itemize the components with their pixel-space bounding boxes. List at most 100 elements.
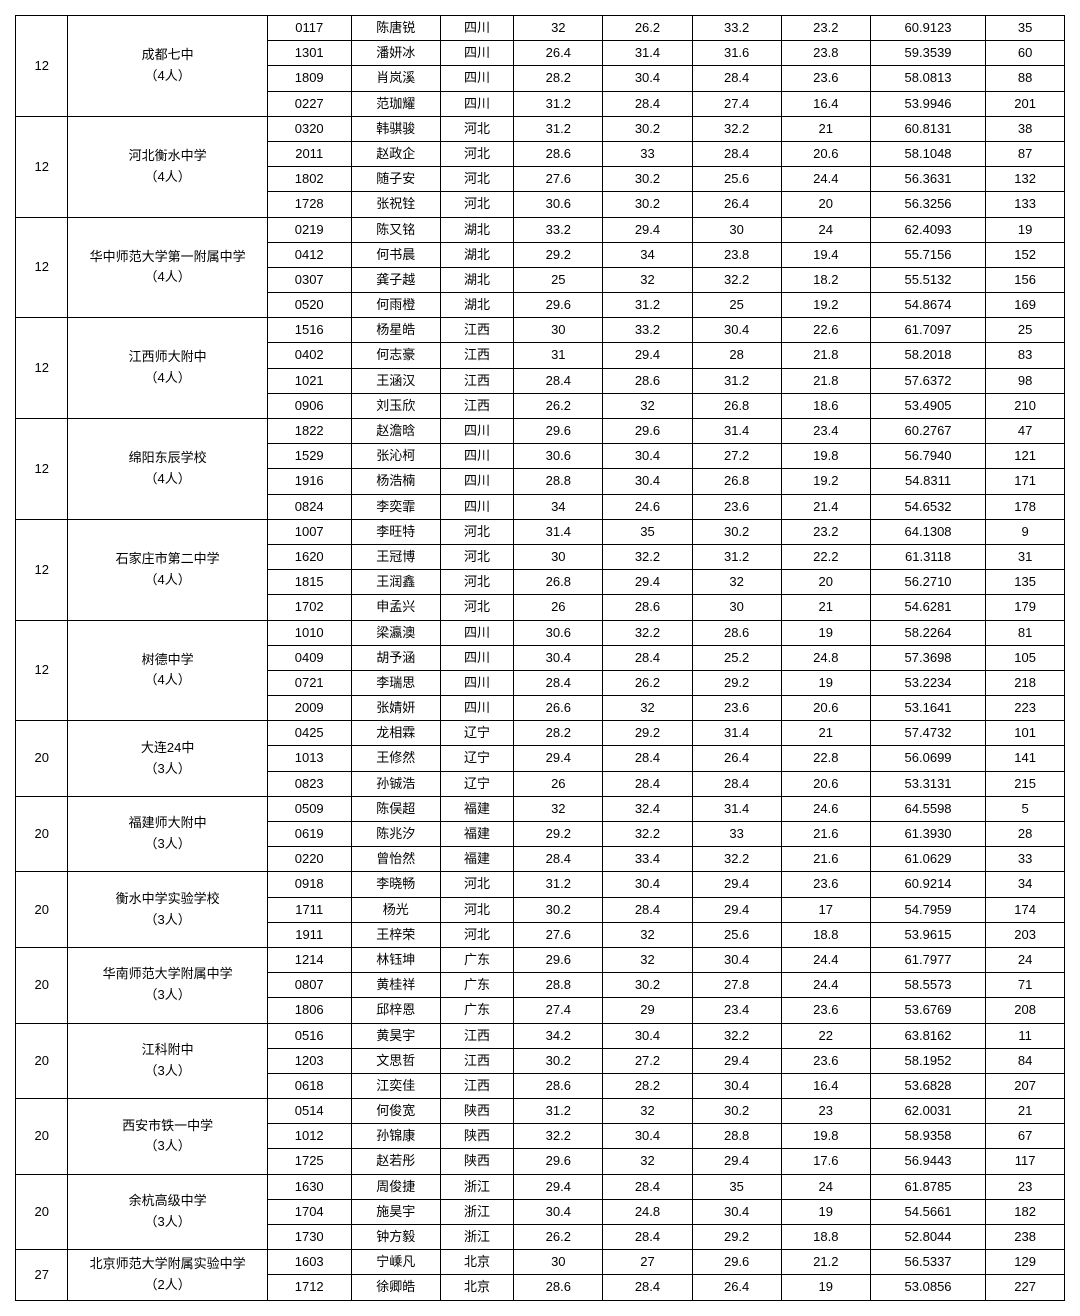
cell-s3: 31.2 [692,368,781,393]
cell-id: 0619 [267,822,351,847]
cell-prov: 河北 [440,116,513,141]
cell-s4: 16.4 [781,1073,870,1098]
cell-name: 林钰坤 [351,947,440,972]
cell-s3: 33 [692,822,781,847]
table-row: 12石家庄市第二中学（4人）1007李旺特河北31.43530.223.264.… [16,519,1065,544]
cell-s3: 29.4 [692,897,781,922]
cell-s2: 30.4 [603,444,692,469]
cell-s3: 26.4 [692,746,781,771]
cell-prov: 河北 [440,519,513,544]
cell-s1: 30 [514,544,603,569]
table-row: 20大连24中（3人）0425龙相霖辽宁28.229.231.42157.473… [16,721,1065,746]
cell-total: 53.6828 [870,1073,985,1098]
cell-name: 徐卿皓 [351,1275,440,1300]
cell-place: 11 [986,1023,1065,1048]
table-row: 12绵阳东辰学校（4人）1822赵澹晗四川29.629.631.423.460.… [16,419,1065,444]
school-count: （4人） [70,670,264,691]
cell-total: 58.2018 [870,343,985,368]
rank-cell: 20 [16,872,68,948]
cell-s3: 30.4 [692,947,781,972]
cell-name: 赵若彤 [351,1149,440,1174]
cell-s2: 29.4 [603,217,692,242]
table-row: 20西安市铁一中学（3人）0514何俊宽陕西31.23230.22362.003… [16,1099,1065,1124]
cell-id: 1802 [267,167,351,192]
cell-s2: 28.4 [603,771,692,796]
cell-s4: 18.6 [781,393,870,418]
cell-place: 21 [986,1099,1065,1124]
cell-s1: 30.4 [514,645,603,670]
cell-s3: 26.4 [692,192,781,217]
cell-s4: 23.6 [781,1048,870,1073]
cell-name: 赵澹晗 [351,419,440,444]
cell-s1: 32 [514,796,603,821]
cell-id: 0402 [267,343,351,368]
cell-id: 1516 [267,318,351,343]
cell-s3: 27.2 [692,444,781,469]
cell-s3: 29.6 [692,1250,781,1275]
cell-id: 1010 [267,620,351,645]
cell-s3: 25.6 [692,922,781,947]
cell-place: 210 [986,393,1065,418]
cell-prov: 四川 [440,41,513,66]
cell-prov: 浙江 [440,1174,513,1199]
cell-id: 0412 [267,242,351,267]
cell-id: 1704 [267,1199,351,1224]
cell-place: 227 [986,1275,1065,1300]
rank-cell: 12 [16,519,68,620]
cell-name: 梁瀛澳 [351,620,440,645]
cell-s2: 32 [603,696,692,721]
cell-s4: 23 [781,1099,870,1124]
cell-s3: 28.4 [692,66,781,91]
cell-total: 53.6769 [870,998,985,1023]
cell-s2: 28.4 [603,1275,692,1300]
cell-s4: 21 [781,116,870,141]
cell-id: 0520 [267,293,351,318]
cell-place: 9 [986,519,1065,544]
table-row: 20华南师范大学附属中学（3人）1214林钰坤广东29.63230.424.46… [16,947,1065,972]
cell-s1: 29.2 [514,822,603,847]
cell-s4: 20.6 [781,141,870,166]
cell-prov: 江西 [440,393,513,418]
cell-place: 133 [986,192,1065,217]
cell-s4: 19 [781,1199,870,1224]
cell-s2: 28.4 [603,91,692,116]
cell-place: 135 [986,570,1065,595]
cell-prov: 广东 [440,947,513,972]
school-count: （4人） [70,469,264,490]
cell-id: 0516 [267,1023,351,1048]
cell-s3: 27.4 [692,91,781,116]
rank-cell: 12 [16,419,68,520]
cell-prov: 四川 [440,419,513,444]
cell-s1: 34 [514,494,603,519]
table-row: 12河北衡水中学（4人）0320韩骐骏河北31.230.232.22160.81… [16,116,1065,141]
cell-place: 152 [986,242,1065,267]
school-name: 华南师范大学附属中学 [70,964,264,985]
cell-prov: 陕西 [440,1149,513,1174]
cell-total: 56.3256 [870,192,985,217]
cell-s1: 31.2 [514,1099,603,1124]
cell-total: 58.1952 [870,1048,985,1073]
cell-s1: 27.4 [514,998,603,1023]
cell-id: 1203 [267,1048,351,1073]
cell-s2: 29 [603,998,692,1023]
cell-total: 53.2234 [870,670,985,695]
cell-name: 何俊宽 [351,1099,440,1124]
cell-s1: 26.2 [514,1225,603,1250]
cell-s1: 30 [514,318,603,343]
cell-place: 34 [986,872,1065,897]
cell-id: 1529 [267,444,351,469]
cell-id: 0219 [267,217,351,242]
cell-total: 57.6372 [870,368,985,393]
school-name: 北京师范大学附属实验中学 [70,1254,264,1275]
cell-place: 88 [986,66,1065,91]
school-name: 绵阳东辰学校 [70,448,264,469]
cell-s2: 28.4 [603,746,692,771]
cell-name: 申孟兴 [351,595,440,620]
cell-s3: 28.6 [692,620,781,645]
cell-prov: 辽宁 [440,771,513,796]
cell-id: 0823 [267,771,351,796]
cell-s1: 30.4 [514,1199,603,1224]
cell-place: 105 [986,645,1065,670]
cell-s3: 31.4 [692,419,781,444]
cell-total: 56.3631 [870,167,985,192]
